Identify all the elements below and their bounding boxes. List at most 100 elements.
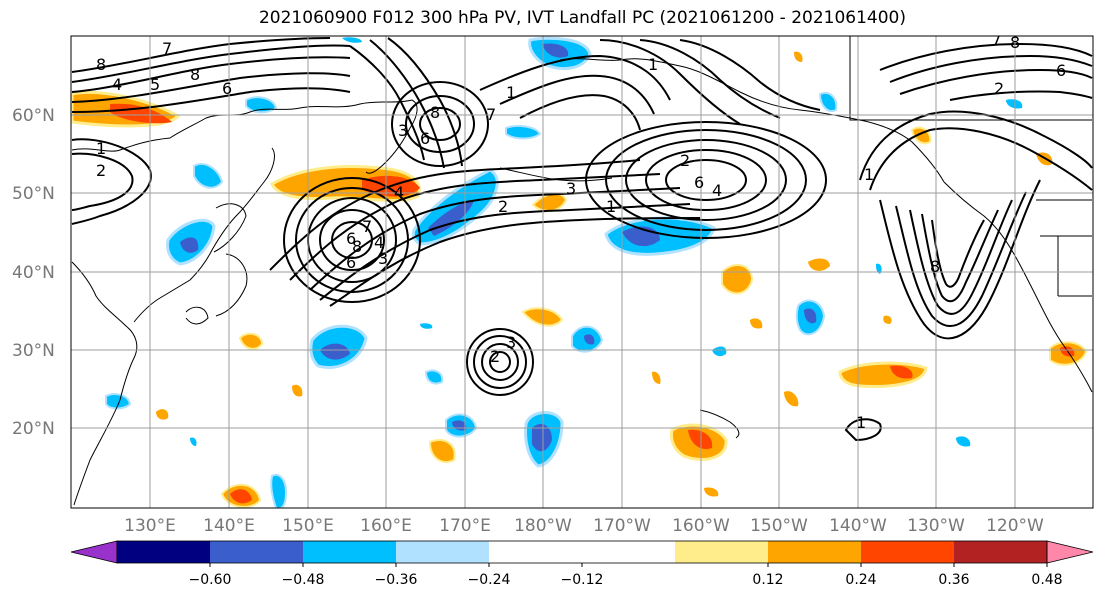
contour-label: 1 bbox=[648, 55, 658, 74]
lat-label-60n: 60°N bbox=[12, 106, 55, 126]
contour-label: 6 bbox=[222, 79, 232, 98]
pv-positive-area bbox=[704, 487, 719, 497]
pv-positive-area bbox=[890, 365, 913, 379]
pv-positive-area bbox=[784, 391, 799, 407]
pv-positive-area bbox=[750, 318, 763, 329]
colorbar-segment bbox=[303, 541, 397, 563]
contour-label: 2 bbox=[96, 161, 106, 180]
contour-label: 4 bbox=[374, 233, 384, 252]
contour-label: 2 bbox=[498, 197, 508, 216]
contours bbox=[71, 37, 1093, 442]
colorbar-segment bbox=[117, 541, 211, 563]
pv-positive-area bbox=[238, 332, 264, 350]
contour-label: 7 bbox=[162, 39, 172, 58]
contour-label: 2 bbox=[994, 79, 1004, 98]
pv-positive-area bbox=[794, 51, 803, 62]
contour-label: 3 bbox=[566, 179, 576, 198]
colorbar-segment bbox=[396, 541, 490, 563]
pv-positive-area bbox=[292, 384, 303, 397]
lat-label-50n: 50°N bbox=[12, 184, 55, 204]
pv-negative-area bbox=[1006, 99, 1023, 109]
contour-label: 3 bbox=[398, 121, 408, 140]
contour-label: 1 bbox=[856, 413, 866, 432]
lon-label-130e: 130°E bbox=[124, 516, 176, 536]
pv-negative-area bbox=[505, 125, 542, 140]
pv-negative-area bbox=[420, 323, 433, 329]
lon-label-140e: 140°E bbox=[203, 516, 255, 536]
colorbar-tick-label: −0.36 bbox=[375, 572, 418, 588]
lat-label-20n: 20°N bbox=[12, 419, 55, 439]
pv-positive-area bbox=[688, 429, 713, 450]
pv-negative-area bbox=[532, 424, 552, 452]
pv-positive-area bbox=[808, 258, 830, 271]
pv-negative-area bbox=[180, 237, 199, 253]
colorbar-tick-label: −0.12 bbox=[561, 572, 604, 588]
contour-label: 4 bbox=[112, 75, 122, 94]
pv-negative-area bbox=[542, 43, 569, 58]
lat-label-30n: 30°N bbox=[12, 341, 55, 361]
contour-label: 8 bbox=[96, 55, 106, 74]
contour-label: 8 bbox=[352, 237, 362, 256]
map-frame bbox=[70, 35, 1094, 509]
colorbar-segment bbox=[582, 541, 676, 563]
pv-negative-area bbox=[876, 263, 882, 274]
pv-negative-area bbox=[342, 37, 362, 43]
contour-label: 2 bbox=[490, 347, 500, 366]
pv-negative-area bbox=[190, 437, 197, 446]
colorbar-tick-label: −0.60 bbox=[189, 572, 232, 588]
colorbar-tick-label: 0.24 bbox=[845, 572, 876, 588]
lon-label-150e: 150°E bbox=[282, 516, 334, 536]
colorbar-extend-high bbox=[1046, 540, 1094, 564]
contour-label: 7 bbox=[362, 217, 372, 236]
contour-label: 7 bbox=[486, 105, 496, 124]
contour-label: 8 bbox=[1010, 33, 1020, 52]
colorbar-tick-label: 0.12 bbox=[752, 572, 783, 588]
contour-label: 4 bbox=[712, 181, 722, 200]
contour-label: 1 bbox=[506, 83, 516, 102]
lat-label-40n: 40°N bbox=[12, 263, 55, 283]
colorbar: −0.60 −0.48 −0.36 −0.24 −0.12 0.12 0.24 0.36 0.4… bbox=[70, 540, 1094, 588]
pv-negative-area bbox=[270, 473, 288, 508]
graticule bbox=[71, 36, 1093, 508]
contour-label: 2 bbox=[680, 151, 690, 170]
contour-label: 6 bbox=[694, 173, 704, 192]
map-title: 2021060900 F012 300 hPa PV, IVT Landfall… bbox=[258, 8, 906, 28]
contour-label: 6 bbox=[420, 129, 430, 148]
colorbar-extend-low bbox=[70, 540, 118, 564]
contour-label: 1 bbox=[606, 197, 616, 216]
lon-label-180w: 180°W bbox=[514, 516, 572, 536]
pv-positive-area bbox=[156, 409, 169, 420]
colorbar-tick-label: 0.48 bbox=[1031, 572, 1062, 588]
colorbar-segment bbox=[954, 541, 1048, 563]
pv-positive-area bbox=[652, 371, 661, 384]
lon-label-170w: 170°W bbox=[593, 516, 651, 536]
lon-label-130w: 130°W bbox=[907, 516, 965, 536]
pv-positive-area bbox=[1060, 346, 1075, 357]
longitude-labels: 130°E 140°E 150°E 160°E 170°E 180°W 170°… bbox=[124, 516, 1044, 536]
colorbar-tick-label: −0.24 bbox=[468, 572, 511, 588]
contour-label: 6 bbox=[1056, 61, 1066, 80]
pv-negative-area bbox=[105, 393, 132, 410]
contour-label: 3 bbox=[506, 333, 516, 352]
colorbar-segment bbox=[861, 541, 955, 563]
pv-positive-area bbox=[230, 489, 252, 504]
pv-positive-area bbox=[883, 315, 892, 324]
lon-label-160w: 160°W bbox=[672, 516, 730, 536]
colorbar-segment bbox=[768, 541, 862, 563]
pv-negative-area bbox=[193, 163, 224, 189]
pv-negative-area bbox=[320, 343, 350, 360]
contour-label: 3 bbox=[378, 249, 388, 268]
lon-label-170e: 170°E bbox=[439, 516, 491, 536]
lon-label-140w: 140°W bbox=[829, 516, 887, 536]
colorbar-tick-label: 0.36 bbox=[938, 572, 969, 588]
pv-negative-area bbox=[818, 92, 838, 112]
pv-negative-area bbox=[424, 369, 444, 385]
pv-negative-area bbox=[956, 436, 971, 447]
contour-labels: 8 7 4 5 8 6 1 2 3 6 8 7 4 1 3 2 6 8 7 6 … bbox=[96, 33, 1066, 432]
contour-label: 1 bbox=[864, 165, 874, 184]
lon-label-160e: 160°E bbox=[360, 516, 412, 536]
pv-negative-area bbox=[584, 334, 595, 345]
colorbar-segment bbox=[210, 541, 304, 563]
colorbar-segment bbox=[489, 541, 583, 563]
